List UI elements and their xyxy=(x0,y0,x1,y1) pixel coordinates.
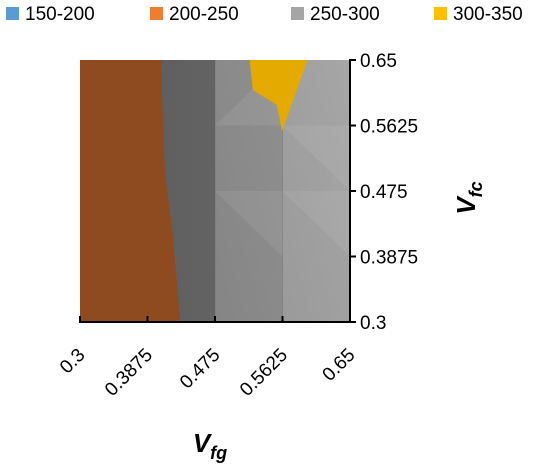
legend-swatch xyxy=(434,7,447,20)
x-tick-label: 0.3875 xyxy=(101,345,157,401)
y-tick-label: 0.475 xyxy=(360,182,408,203)
y-tick-label: 0.3875 xyxy=(360,248,418,269)
contour-region-200-250 xyxy=(80,60,181,322)
legend-label: 300-350 xyxy=(453,4,523,25)
legend: 150-200 200-250 250-300 300-350 xyxy=(6,4,523,25)
contour-facet-1 xyxy=(282,191,350,257)
y-tick-label: 0.3 xyxy=(360,313,386,334)
x-tick-label: 0.65 xyxy=(319,345,360,386)
contour-cell-light xyxy=(282,60,350,322)
x-tick-label: 0.475 xyxy=(176,345,224,393)
contour-base-250-300 xyxy=(80,60,350,322)
contour-cell-mid xyxy=(215,60,283,322)
legend-swatch xyxy=(150,7,163,20)
x-tick-label: 0.3 xyxy=(56,345,90,379)
legend-label: 250-300 xyxy=(310,4,380,25)
plot-area: 0.3 0.3875 0.475 0.5625 0.650.30.38750.4750.… xyxy=(56,51,486,463)
legend-label: 150-200 xyxy=(25,4,95,25)
legend-swatch xyxy=(291,7,304,20)
legend-item-200-250: 200-250 xyxy=(150,4,239,25)
legend-item-250-300: 250-300 xyxy=(291,4,380,25)
contour-facet-3 xyxy=(215,191,283,257)
contour-region-300-350 xyxy=(249,60,308,132)
contour-facet-0 xyxy=(282,125,350,191)
x-tick-label: 0.5625 xyxy=(236,345,292,401)
legend-label: 200-250 xyxy=(169,4,239,25)
y-tick-label: 0.5625 xyxy=(360,117,418,138)
legend-item-150-200: 150-200 xyxy=(6,4,95,25)
y-axis-title: Vfc xyxy=(451,181,486,214)
legend-swatch xyxy=(6,7,19,20)
y-tick-label: 0.65 xyxy=(360,51,397,72)
legend-item-300-350: 300-350 xyxy=(434,4,523,25)
x-axis-title: Vfg xyxy=(193,428,227,463)
